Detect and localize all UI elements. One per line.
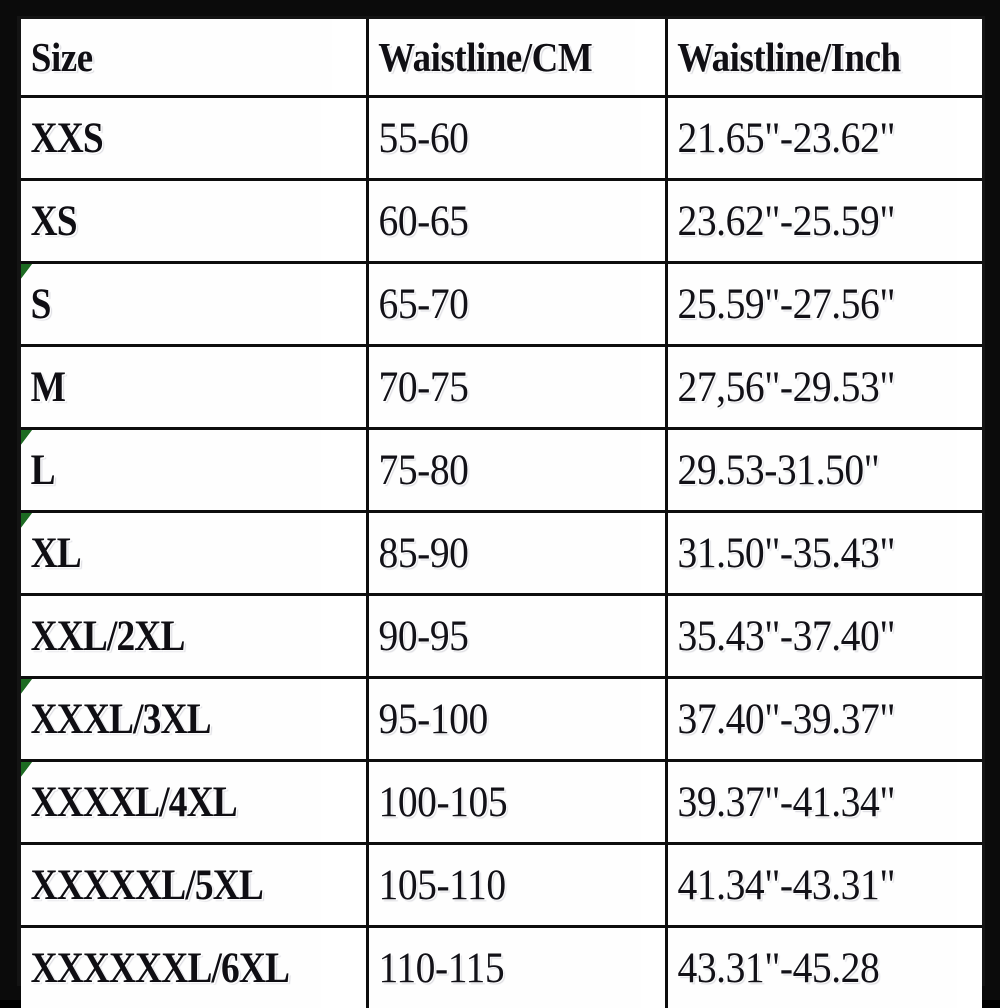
cell-waistline-inch: 29.53-31.50" [666, 429, 957, 512]
cell-waistline-inch: 31.50"-35.43" [666, 512, 957, 595]
cell-waistline-inch: 43.31"-45.28 [666, 927, 957, 1008]
cell-size: M [21, 346, 322, 429]
cell-waistline-inch-text: 37.40"-39.37" [678, 695, 896, 744]
table-row: XXL/2XL 90-95 35.43"-37.40" [21, 595, 982, 678]
table-row: M 70-75 27,56"-29.53" [21, 346, 982, 429]
column-header-size: Size [21, 19, 332, 97]
cell-size-text: XL [31, 529, 81, 578]
cell-waistline-inch: 23.62"-25.59" [666, 180, 957, 263]
cell-waistline-cm-text: 60-65 [379, 197, 469, 246]
column-header-waistline-cm: Waistline/CM [367, 19, 636, 97]
column-header-size-label: Size [31, 33, 93, 81]
table-body: XXS 55-60 21.65"-23.62" XS 60-65 23.62"-25.59… [21, 97, 982, 1008]
cell-size-text: M [31, 363, 65, 412]
size-chart-table-frame: Size Waistline/CM Waistline/Inch XXS 55-6… [17, 16, 985, 986]
cell-size-text: XS [31, 197, 77, 246]
cell-size-text: XXL/2XL [31, 612, 185, 661]
cell-size: S [21, 263, 322, 346]
cell-waistline-inch-text: 41.34"-43.31" [678, 861, 896, 910]
cell-size: XS [21, 180, 322, 263]
cell-waistline-cm: 65-70 [367, 263, 642, 346]
cell-waistline-cm-text: 110-115 [379, 944, 505, 993]
table-row: XL 85-90 31.50"-35.43" [21, 512, 982, 595]
cell-size: XXXXL/4XL [21, 761, 322, 844]
cell-size-text: XXXL/3XL [31, 695, 211, 744]
cell-waistline-inch-text: 31.50"-35.43" [678, 529, 896, 578]
cell-size: XXXXXXL/6XL [21, 927, 322, 1008]
table-row: XXS 55-60 21.65"-23.62" [21, 97, 982, 180]
cell-waistline-inch: 37.40"-39.37" [666, 678, 957, 761]
cell-size-text: XXXXXXL/6XL [31, 944, 290, 993]
cell-waistline-cm-text: 65-70 [379, 280, 469, 329]
cell-size: L [21, 429, 322, 512]
cell-waistline-cm-text: 100-105 [379, 778, 508, 827]
cell-waistline-cm-text: 85-90 [379, 529, 469, 578]
cell-waistline-cm-text: 75-80 [379, 446, 469, 495]
cell-waistline-inch: 35.43"-37.40" [666, 595, 957, 678]
cell-size: XL [21, 512, 322, 595]
cell-waistline-inch-text: 27,56"-29.53" [678, 363, 896, 412]
cell-size-text: S [31, 280, 51, 329]
table-row: XXXXXXL/6XL 110-115 43.31"-45.28 [21, 927, 982, 1008]
table-row: XXXXXL/5XL 105-110 41.34"-43.31" [21, 844, 982, 927]
cell-waistline-cm: 55-60 [367, 97, 642, 180]
cell-size-text: XXXXL/4XL [31, 778, 237, 827]
cell-waistline-cm-text: 90-95 [379, 612, 469, 661]
table-row: S 65-70 25.59"-27.56" [21, 263, 982, 346]
column-header-waistline-inch: Waistline/Inch [666, 19, 950, 97]
cell-size: XXXL/3XL [21, 678, 322, 761]
column-header-waistline-cm-label: Waistline/CM [378, 33, 592, 81]
column-header-waistline-inch-label: Waistline/Inch [677, 33, 900, 81]
cell-waistline-cm-text: 55-60 [379, 114, 469, 163]
table-row: XS 60-65 23.62"-25.59" [21, 180, 982, 263]
cell-waistline-inch-text: 39.37"-41.34" [678, 778, 896, 827]
cell-waistline-inch: 39.37"-41.34" [666, 761, 957, 844]
cell-waistline-cm-text: 70-75 [379, 363, 469, 412]
cell-waistline-cm: 60-65 [367, 180, 642, 263]
cell-waistline-cm: 70-75 [367, 346, 642, 429]
cell-waistline-inch-text: 35.43"-37.40" [678, 612, 896, 661]
cell-waistline-inch-text: 21.65"-23.62" [678, 114, 896, 163]
cell-waistline-cm-text: 95-100 [379, 695, 488, 744]
table-header-row: Size Waistline/CM Waistline/Inch [21, 19, 982, 97]
table-row: XXXL/3XL 95-100 37.40"-39.37" [21, 678, 982, 761]
green-edge-artifact [21, 679, 32, 694]
green-edge-artifact [21, 264, 32, 279]
cell-size: XXXXXL/5XL [21, 844, 322, 927]
cell-waistline-inch: 41.34"-43.31" [666, 844, 957, 927]
green-edge-artifact [21, 513, 32, 528]
cell-waistline-cm: 75-80 [367, 429, 642, 512]
cell-waistline-inch: 25.59"-27.56" [666, 263, 957, 346]
cell-waistline-cm: 95-100 [367, 678, 642, 761]
table-header: Size Waistline/CM Waistline/Inch [21, 19, 982, 97]
cell-waistline-cm: 100-105 [367, 761, 642, 844]
size-chart-table: Size Waistline/CM Waistline/Inch XXS 55-6… [21, 19, 982, 1008]
green-edge-artifact [21, 430, 32, 445]
cell-size-text: XXXXXL/5XL [31, 861, 263, 910]
cell-waistline-cm: 85-90 [367, 512, 642, 595]
cell-waistline-inch-text: 23.62"-25.59" [678, 197, 896, 246]
table-row: XXXXL/4XL 100-105 39.37"-41.34" [21, 761, 982, 844]
cell-waistline-inch: 27,56"-29.53" [666, 346, 957, 429]
green-edge-artifact [21, 762, 32, 777]
cell-size-text: L [31, 446, 55, 495]
cell-waistline-inch: 21.65"-23.62" [666, 97, 957, 180]
cell-size: XXS [21, 97, 322, 180]
cell-waistline-inch-text: 43.31"-45.28 [678, 944, 880, 993]
cell-size: XXL/2XL [21, 595, 322, 678]
cell-waistline-inch-text: 29.53-31.50" [678, 446, 880, 495]
cell-waistline-cm: 105-110 [367, 844, 642, 927]
cell-waistline-cm-text: 105-110 [379, 861, 506, 910]
cell-size-text: XXS [31, 114, 103, 163]
cell-waistline-cm: 90-95 [367, 595, 642, 678]
cell-waistline-cm: 110-115 [367, 927, 642, 1008]
cell-waistline-inch-text: 25.59"-27.56" [678, 280, 896, 329]
table-row: L 75-80 29.53-31.50" [21, 429, 982, 512]
